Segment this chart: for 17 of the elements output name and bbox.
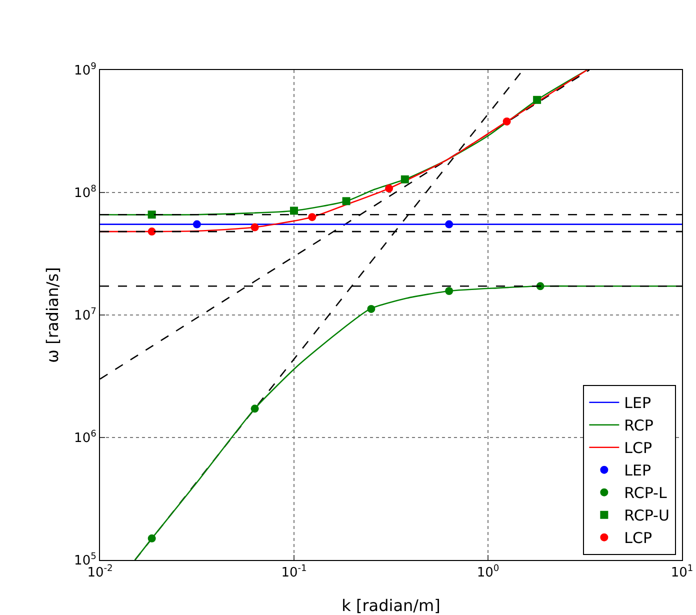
legend-label: RCP (624, 416, 654, 435)
y-tick-label: 10$^{6}$ (74, 430, 97, 446)
x-tick-label: 10$^{1}$ (670, 564, 694, 581)
x-tick-label: 10$^{-1}$ (281, 564, 307, 581)
y-axis-title: ω [radian/s] (43, 267, 62, 363)
legend-label: LCP (624, 439, 652, 458)
legend-label: LEP (624, 394, 652, 412)
y-tick-label: 10$^{8}$ (74, 184, 97, 202)
legend-label: RCP-L (624, 484, 668, 502)
legend-label: RCP-U (624, 506, 670, 525)
legend-label: LCP (624, 529, 652, 548)
x-tick-label: 10$^{0}$ (476, 564, 500, 581)
x-tick-label: 10$^{-2}$ (87, 564, 113, 581)
x-axis-title: k [radian/m] (342, 596, 440, 615)
y-tick-label: 10$^{7}$ (74, 307, 97, 324)
legend-label: LEP (624, 462, 652, 480)
y-tick-label: 10$^{9}$ (74, 62, 97, 79)
